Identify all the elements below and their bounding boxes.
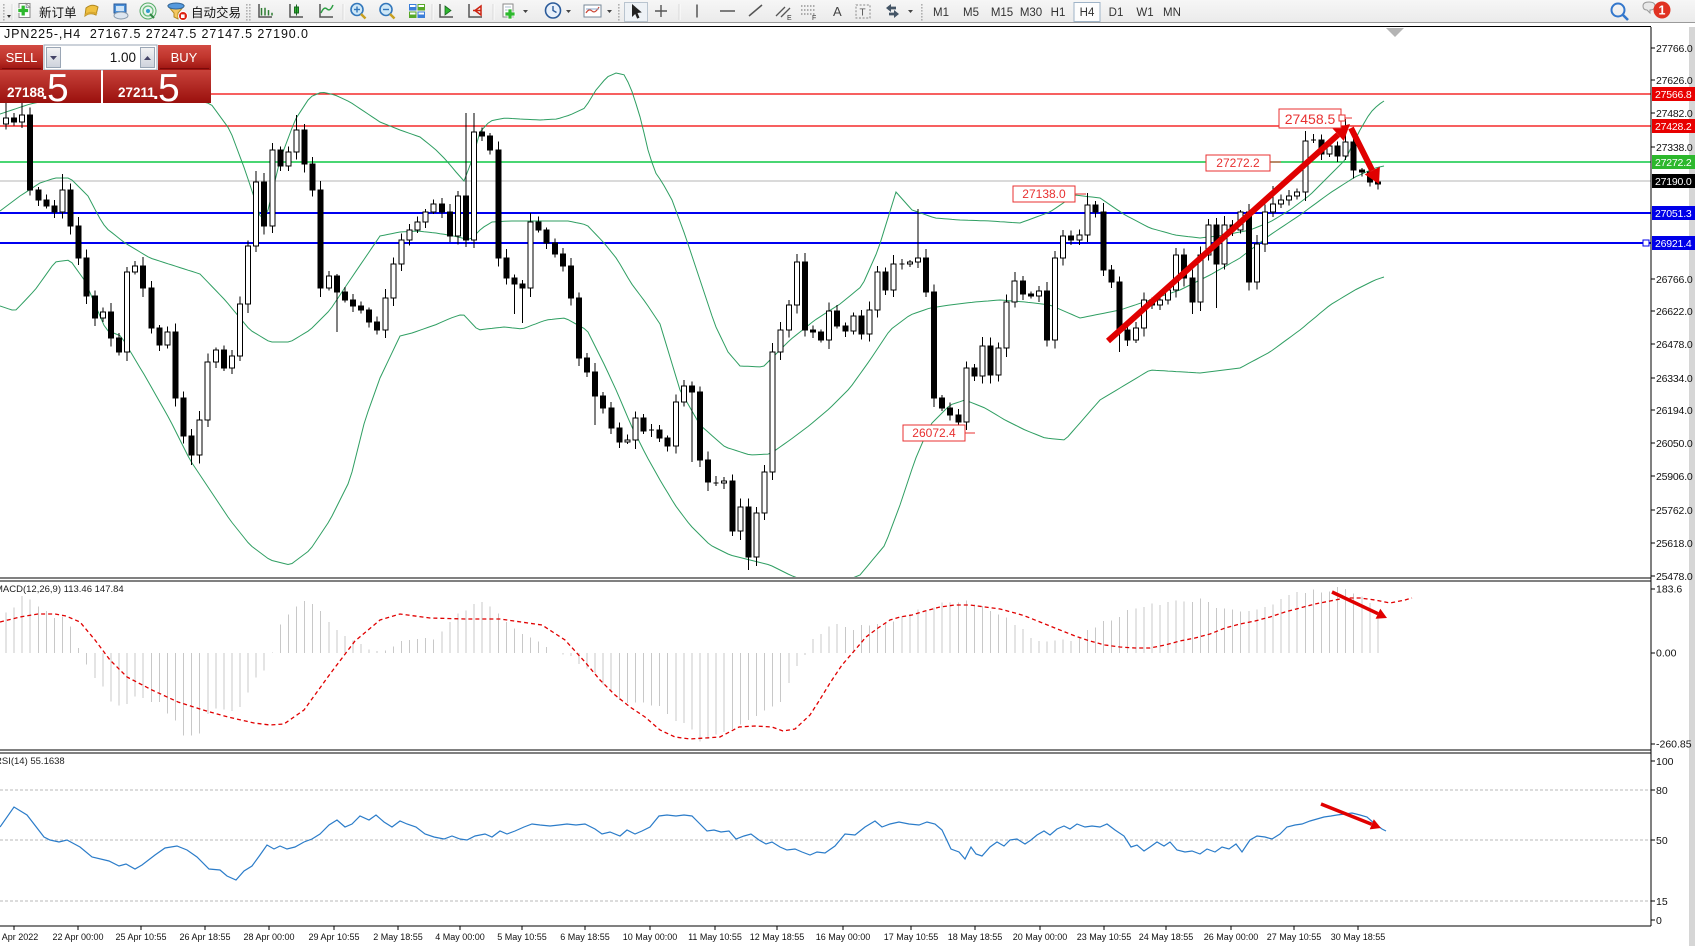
svg-text:15: 15 — [1656, 896, 1668, 908]
svg-text:100: 100 — [1656, 756, 1674, 768]
svg-text:20 May 00:00: 20 May 00:00 — [1013, 932, 1068, 942]
svg-text:5 May 10:55: 5 May 10:55 — [497, 932, 547, 942]
svg-text:18 May 18:55: 18 May 18:55 — [948, 932, 1003, 942]
svg-text:26050.0: 26050.0 — [1656, 438, 1693, 450]
svg-text:-260.85: -260.85 — [1656, 739, 1692, 751]
svg-text:30 May 18:55: 30 May 18:55 — [1331, 932, 1386, 942]
svg-text:10 May 00:00: 10 May 00:00 — [623, 932, 678, 942]
svg-text:25906.0: 25906.0 — [1656, 471, 1693, 483]
svg-text:27 May 10:55: 27 May 10:55 — [1267, 932, 1322, 942]
svg-text:27626.0: 27626.0 — [1656, 75, 1693, 87]
svg-text:22 Apr 00:00: 22 Apr 00:00 — [52, 932, 103, 942]
svg-text:W1: W1 — [1136, 7, 1153, 19]
svg-text:5: 5 — [47, 67, 69, 110]
svg-text:25618.0: 25618.0 — [1656, 538, 1693, 550]
svg-text:H1: H1 — [1051, 7, 1066, 19]
svg-text:4 May 00:00: 4 May 00:00 — [435, 932, 485, 942]
svg-text:F: F — [812, 15, 816, 22]
svg-text:H4: H4 — [1080, 7, 1095, 19]
svg-text:28 Apr 00:00: 28 Apr 00:00 — [243, 932, 294, 942]
svg-text:2 May 18:55: 2 May 18:55 — [373, 932, 423, 942]
svg-text:27188: 27188 — [7, 85, 45, 100]
svg-text:.: . — [42, 82, 48, 104]
svg-text:25478.0: 25478.0 — [1656, 571, 1693, 583]
svg-text:27272.2: 27272.2 — [1216, 156, 1260, 170]
svg-text:50: 50 — [1656, 835, 1668, 847]
svg-text:16 May 00:00: 16 May 00:00 — [816, 932, 871, 942]
svg-text:27051.3: 27051.3 — [1655, 208, 1692, 220]
svg-text:23 May 10:55: 23 May 10:55 — [1077, 932, 1132, 942]
svg-text:27566.8: 27566.8 — [1655, 89, 1692, 101]
svg-text:26 Apr 18:55: 26 Apr 18:55 — [179, 932, 230, 942]
svg-text:26766.0: 26766.0 — [1656, 274, 1693, 286]
svg-text:27190.0: 27190.0 — [1655, 176, 1692, 188]
svg-text:1.00: 1.00 — [110, 50, 136, 65]
svg-text:E: E — [787, 15, 792, 22]
svg-text:26194.0: 26194.0 — [1656, 405, 1693, 417]
svg-text:27482.0: 27482.0 — [1656, 108, 1693, 120]
svg-text:21 Apr 2022: 21 Apr 2022 — [0, 932, 38, 942]
svg-text:D1: D1 — [1109, 7, 1124, 19]
svg-text:183.6: 183.6 — [1656, 584, 1682, 596]
svg-text:0: 0 — [1656, 915, 1662, 927]
svg-text:T: T — [860, 8, 866, 19]
svg-text:27766.0: 27766.0 — [1656, 43, 1693, 55]
svg-text:17 May 10:55: 17 May 10:55 — [884, 932, 939, 942]
svg-text:1: 1 — [1659, 4, 1666, 18]
svg-text:MN: MN — [1163, 7, 1181, 19]
svg-text:26 May 00:00: 26 May 00:00 — [1204, 932, 1259, 942]
svg-text:12 May 18:55: 12 May 18:55 — [750, 932, 805, 942]
svg-text:27428.2: 27428.2 — [1655, 121, 1692, 133]
svg-text:80: 80 — [1656, 785, 1668, 797]
svg-text:27338.0: 27338.0 — [1656, 142, 1693, 154]
svg-text:M15: M15 — [991, 7, 1013, 19]
svg-text:M30: M30 — [1020, 7, 1042, 19]
svg-text:新订单: 新订单 — [39, 5, 77, 20]
svg-text:26072.4: 26072.4 — [912, 426, 956, 440]
svg-text:25762.0: 25762.0 — [1656, 505, 1693, 517]
svg-text:26334.0: 26334.0 — [1656, 373, 1693, 385]
svg-text:25 Apr 10:55: 25 Apr 10:55 — [115, 932, 166, 942]
svg-text:11 May 10:55: 11 May 10:55 — [688, 932, 742, 942]
svg-text:M1: M1 — [933, 7, 949, 19]
svg-text:M5: M5 — [963, 7, 979, 19]
svg-text:26921.4: 26921.4 — [1655, 238, 1692, 250]
svg-text:JPN225-,H4 27167.5 27247.5 27: JPN225-,H4 27167.5 27247.5 27147.5 27190… — [4, 27, 309, 41]
svg-text:.: . — [153, 82, 159, 104]
svg-text:26622.0: 26622.0 — [1656, 306, 1693, 318]
svg-text:BUY: BUY — [171, 50, 198, 65]
svg-text:RSI(14) 55.1638: RSI(14) 55.1638 — [0, 756, 65, 767]
svg-text:27211: 27211 — [118, 85, 155, 100]
svg-text:5: 5 — [158, 67, 180, 110]
svg-text:SELL: SELL — [6, 50, 38, 65]
svg-text:A: A — [833, 4, 842, 19]
svg-text:29 Apr 10:55: 29 Apr 10:55 — [308, 932, 359, 942]
svg-text:26478.0: 26478.0 — [1656, 339, 1693, 351]
svg-text:27458.5: 27458.5 — [1285, 111, 1336, 127]
svg-text:24 May 18:55: 24 May 18:55 — [1139, 932, 1194, 942]
svg-text:MACD(12,26,9) 113.46 147.84: MACD(12,26,9) 113.46 147.84 — [0, 584, 124, 595]
svg-text:27138.0: 27138.0 — [1022, 187, 1066, 201]
svg-text:27272.2: 27272.2 — [1655, 157, 1692, 169]
svg-text:6 May 18:55: 6 May 18:55 — [560, 932, 610, 942]
svg-text:自动交易: 自动交易 — [191, 5, 241, 20]
svg-text:0.00: 0.00 — [1656, 648, 1677, 660]
